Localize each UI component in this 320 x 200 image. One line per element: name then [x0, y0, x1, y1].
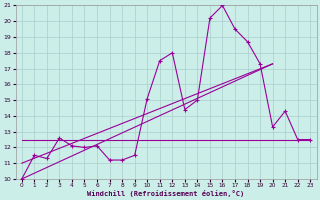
X-axis label: Windchill (Refroidissement éolien,°C): Windchill (Refroidissement éolien,°C) [87, 190, 245, 197]
